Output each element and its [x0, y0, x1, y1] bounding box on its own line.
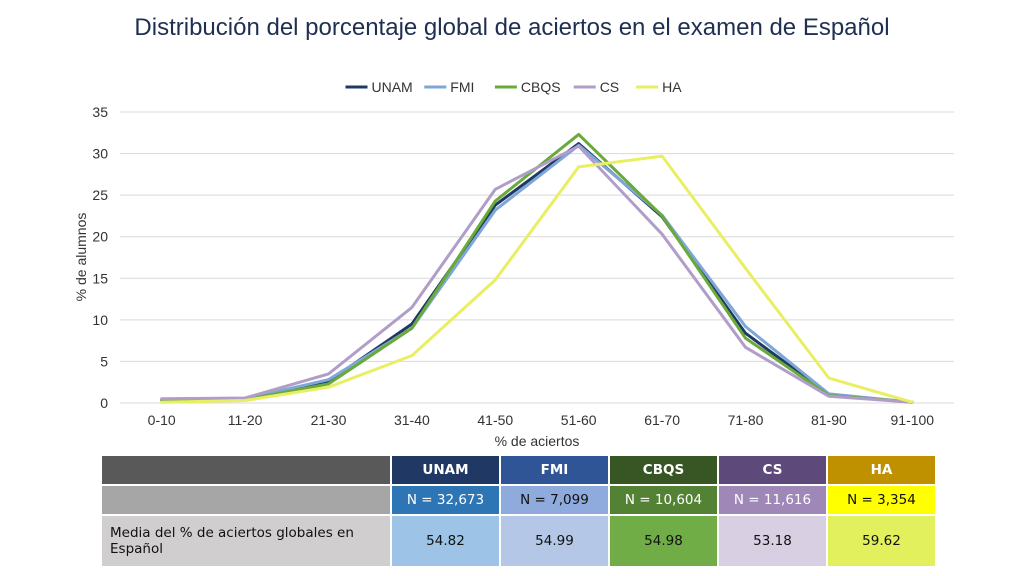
column-header: HA: [826, 454, 937, 486]
legend-label: HA: [662, 79, 682, 95]
series-line-ha: [160, 154, 914, 404]
table-corner-cell: [100, 454, 392, 486]
y-tick-label: 30: [92, 146, 108, 162]
x-tick-label: 71-80: [728, 412, 764, 428]
gridlines: [120, 111, 954, 404]
sample-size-cell: N = 11,616: [717, 484, 828, 516]
mean-value-cell: 54.98: [608, 514, 719, 568]
y-tick-label: 0: [100, 395, 108, 411]
mean-value-cell: 54.99: [499, 514, 610, 568]
legend-label: CBQS: [521, 79, 561, 95]
y-axis-label: % de alumnos: [73, 213, 89, 302]
y-tick-label: 25: [92, 187, 108, 203]
x-tick-label: 81-90: [811, 412, 847, 428]
mean-row-label: Media del % de aciertos globales en Espa…: [100, 514, 392, 568]
x-tick-label: 61-70: [644, 412, 680, 428]
mean-value-cell: 54.82: [390, 514, 501, 568]
x-tick-label: 0-10: [148, 412, 176, 428]
legend-label: FMI: [450, 79, 474, 95]
table-n-row: N = 32,673 N = 7,099 N = 10,604 N = 11,616 N…: [100, 484, 937, 516]
x-tick-label: 21-30: [311, 412, 347, 428]
mean-value-cell: 53.18: [717, 514, 828, 568]
table-header-row: UNAM FMI CBQS CS HA: [100, 454, 937, 486]
column-header: CS: [717, 454, 828, 486]
y-tick-label: 35: [92, 104, 108, 120]
x-tick-label: 31-40: [394, 412, 430, 428]
x-tick-label: 41-50: [477, 412, 513, 428]
column-header: FMI: [499, 454, 610, 486]
line-chart: 0 5 10 15 20 25 30 35 0-10 11-20 21-30 31-40 41-50 5…: [73, 79, 954, 449]
series-line-cs: [160, 144, 914, 404]
x-tick-label: 51-60: [561, 412, 597, 428]
series-lines: [160, 132, 914, 404]
series-line-unam: [160, 142, 914, 404]
x-tick-labels: 0-10 11-20 21-30 31-40 41-50 51-60 61-70 71-80 8…: [148, 412, 935, 428]
mean-value-cell: 59.62: [826, 514, 937, 568]
y-tick-label: 5: [100, 353, 108, 369]
sample-size-cell: N = 7,099: [499, 484, 610, 516]
table-mean-row: Media del % de aciertos globales en Espa…: [100, 514, 937, 568]
x-axis-label: % de aciertos: [495, 433, 580, 449]
x-tick-label: 91-100: [891, 412, 935, 428]
legend: UNAM FMI CBQS CS HA: [345, 79, 682, 95]
summary-table: UNAM FMI CBQS CS HA N = 32,673 N = 7,099 N = 1…: [100, 454, 937, 568]
series-line-fmi: [160, 143, 914, 404]
y-tick-label: 10: [92, 312, 108, 328]
y-tick-label: 15: [92, 270, 108, 286]
x-tick-label: 11-20: [228, 412, 263, 428]
table-label-cell: [100, 484, 392, 516]
legend-label: CS: [600, 79, 619, 95]
sample-size-cell: N = 3,354: [826, 484, 937, 516]
chart-title: Distribución del porcentaje global de ac…: [134, 14, 890, 41]
y-tick-label: 20: [92, 229, 108, 245]
column-header: UNAM: [390, 454, 501, 486]
column-header: CBQS: [608, 454, 719, 486]
sample-size-cell: N = 10,604: [608, 484, 719, 516]
y-tick-labels: 0 5 10 15 20 25 30 35: [92, 104, 108, 411]
legend-label: UNAM: [372, 79, 413, 95]
sample-size-cell: N = 32,673: [390, 484, 501, 516]
